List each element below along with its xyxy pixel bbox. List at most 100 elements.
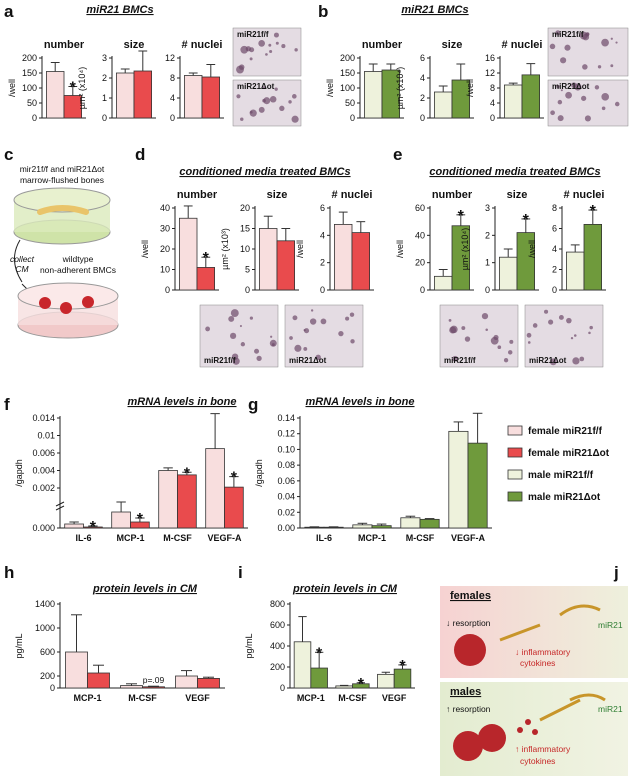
micrograph-cell [570,337,574,340]
micrograph-cell [236,94,241,99]
y-tick-label: 10 [240,244,250,254]
significance: * [399,658,406,675]
bar [205,448,225,529]
micrograph-cell [560,89,563,92]
micrograph-cell [240,342,246,347]
legend-swatch [507,447,523,458]
micrograph-cell [497,345,502,350]
cytokine [517,727,523,733]
significance: * [590,203,597,220]
x-tick-label: MCP-1 [73,693,101,703]
micrograph-cell [269,95,277,103]
micrograph-cell [560,57,567,64]
diagram-text: ↑ inflammatory [515,744,571,754]
legend-label: male miR21f/f [528,470,594,481]
micrograph-cell [303,347,308,351]
micrograph-label: miR21Δot [552,82,590,91]
bar [351,232,371,291]
micrograph-cell [582,64,588,70]
legend-swatch [507,491,523,502]
micrograph-cell [507,350,513,355]
micrograph-cell [481,312,489,320]
y-tick-label: 5 [245,265,250,275]
micrograph-cell [601,106,606,111]
panel-heading: protein levels in CM [92,583,198,595]
chart-title: size [442,39,463,51]
bar [521,74,541,119]
y-axis-label: µm² (x10⁴) [77,67,87,110]
bar [87,672,110,689]
y-tick-label: 40 [415,230,425,240]
y-tick-label: 150 [340,68,355,78]
micrograph-cell [615,41,618,44]
diagram-text: non-adherent BMCs [40,265,116,275]
bar [258,228,278,291]
micrograph-cell [485,328,488,332]
y-tick-label: 0.02 [277,507,295,517]
y-tick-label: 1400 [35,599,55,609]
diagram-text: males [450,686,481,698]
x-tick-label: VEGF [382,693,407,703]
bar [448,430,469,529]
y-tick-label: 0.06 [277,476,295,486]
y-tick-label: 0 [32,113,37,123]
micrograph-label: miR21f/f [237,30,269,39]
bar [433,91,453,119]
micrograph-cell [526,332,532,338]
micrograph-cell [274,87,278,91]
micrograph-cell [279,105,285,111]
bar [363,71,383,119]
micrograph-cell [548,319,554,325]
panel-heading: conditioned media treated BMCs [429,166,600,178]
micrograph-cell [350,339,355,344]
panel-label: d [135,145,145,164]
y-axis-label: /well [325,79,335,97]
micrograph-cell [503,358,509,363]
micrograph-cell [309,318,317,325]
micrograph-cell [265,53,268,56]
y-tick-label: 0.004 [32,466,55,476]
y-tick-label: 0.000 [32,523,55,533]
panel-label: f [4,395,10,414]
y-tick-label: 12 [165,53,175,63]
panel-label: a [4,2,14,21]
micrograph-cell [566,317,572,324]
chart-title: number [44,39,85,51]
y-tick-label: 0.01 [37,431,55,441]
micrograph-cell [310,309,314,312]
bar [304,526,325,529]
bar [566,251,585,291]
micrograph-cell [228,315,235,322]
y-tick-label: 0 [350,113,355,123]
y-tick-label: 6 [420,53,425,63]
bar [183,75,203,119]
y-tick-label: 150 [22,68,37,78]
y-tick-label: 0 [102,113,107,123]
y-tick-label: 400 [270,641,285,651]
y-tick-label: 0.14 [277,413,295,423]
y-tick-label: 100 [340,83,355,93]
chart-title: number [362,39,403,51]
micrograph-cell [262,98,266,103]
micrograph-cell [556,85,560,89]
diagram-text: ↓ inflammatory [515,647,571,657]
y-axis-label: /well [140,240,150,258]
micrograph-cell [315,354,321,360]
diagram-text: ↓ resorption [446,618,491,628]
cell [39,297,51,309]
chart-title: # nuclei [502,39,543,51]
y-tick-label: 0 [50,683,55,693]
micrograph-label: miR21f/f [552,30,584,39]
micrograph-cell [271,343,275,347]
bar [111,511,131,529]
micrograph-cell [249,57,253,61]
significance: * [70,80,77,97]
x-tick-label: VEGF-A [207,533,242,543]
chart-title: size [124,39,145,51]
y-axis-label: /well [395,240,405,258]
x-tick-label: M-CSF [338,693,367,703]
diagram-text: cytokines [520,756,555,766]
bar [116,72,135,119]
micrograph-label: miR21f/f [444,356,476,365]
